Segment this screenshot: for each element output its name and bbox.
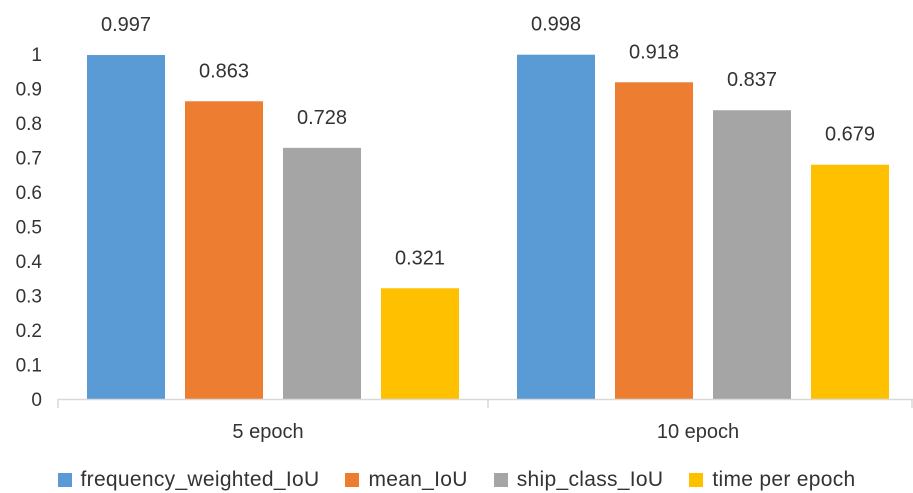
data-label: 0.837: [727, 69, 777, 91]
y-tick-label: 0.2: [16, 321, 42, 342]
legend: frequency_weighted_IoU mean_IoU ship_class…: [0, 468, 913, 492]
legend-label: ship_class_IoU: [516, 468, 664, 491]
legend-label: mean_IoU: [368, 468, 468, 491]
legend-swatch: [57, 473, 72, 487]
y-tick-label: 0.6: [16, 183, 42, 204]
y-tick-label: 0.3: [16, 287, 42, 308]
data-label: 0.998: [531, 14, 581, 36]
y-tick-label: 0.7: [16, 149, 42, 170]
legend-item: time per epoch: [689, 468, 855, 492]
legend-item: ship_class_IoU: [493, 468, 664, 492]
legend-swatch: [345, 473, 360, 487]
y-tick-label: 0.4: [16, 252, 43, 273]
y-tick-label: 1: [31, 45, 42, 66]
y-tick-label: 0.9: [16, 80, 42, 101]
y-tick-label: 0.8: [16, 114, 42, 135]
x-tick-label: 10 epoch: [657, 421, 739, 443]
y-tick-label: 0.1: [16, 356, 42, 377]
legend-label: time per epoch: [712, 468, 856, 491]
legend-item: frequency_weighted_IoU: [57, 468, 320, 492]
legend-swatch: [689, 473, 704, 487]
data-label: 0.321: [395, 247, 445, 269]
bar: [811, 164, 889, 399]
bars: 0.997 0.863 0.728 0.321 0.998 0.918 0.837 0.679: [87, 14, 889, 400]
data-label: 0.863: [199, 60, 249, 82]
bar: [381, 288, 459, 399]
bar: [185, 101, 263, 399]
data-label: 0.728: [297, 107, 347, 129]
bar: [615, 82, 693, 399]
y-tick-label: 0: [31, 390, 42, 411]
y-tick-label: 0.5: [16, 218, 42, 239]
y-axis: 0 0.1 0.2 0.3 0.4 0.5 0.6 0.7 0.8 0.9 1: [16, 45, 43, 411]
x-tick-label: 5 epoch: [232, 421, 303, 443]
bar: [87, 55, 165, 399]
x-axis: 5 epoch 10 epoch: [57, 398, 913, 443]
bar: [283, 147, 361, 399]
legend-label: frequency_weighted_IoU: [80, 468, 320, 491]
data-label: 0.918: [629, 41, 679, 63]
data-label: 0.997: [101, 14, 151, 36]
legend-swatch: [493, 473, 508, 487]
data-label: 0.679: [825, 124, 875, 146]
bar: [713, 110, 791, 400]
bar: [517, 54, 595, 399]
legend-item: mean_IoU: [345, 468, 467, 492]
bar-chart: 0 0.1 0.2 0.3 0.4 0.5 0.6 0.7 0.8 0.9 1 0.997 0.863…: [16, 14, 913, 443]
